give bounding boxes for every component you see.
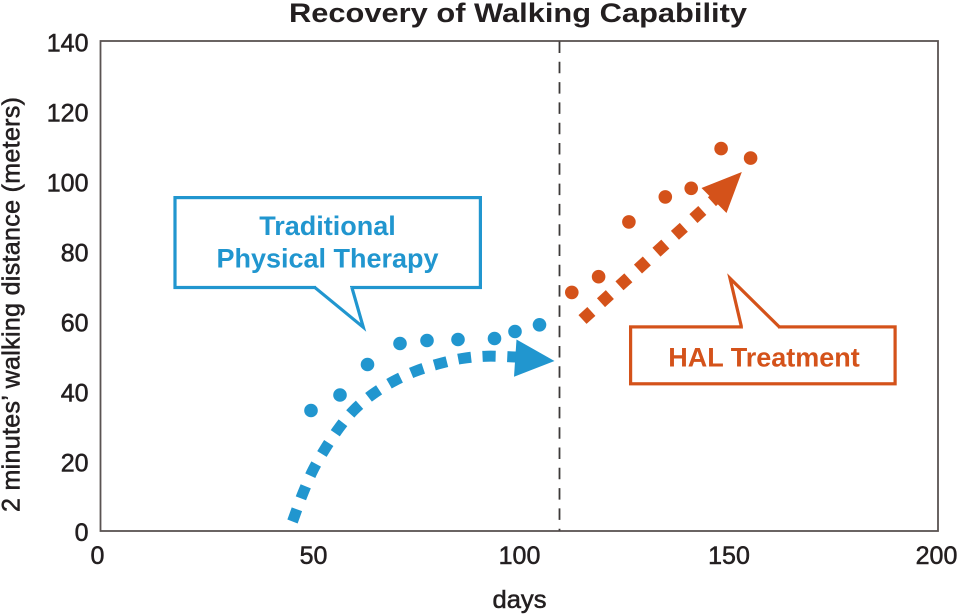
svg-text:150: 150 (708, 542, 750, 570)
svg-text:0: 0 (91, 542, 105, 570)
svg-text:200: 200 (916, 542, 958, 570)
svg-text:20: 20 (61, 450, 89, 478)
svg-text:120: 120 (47, 100, 89, 128)
svg-text:50: 50 (300, 542, 328, 570)
svg-text:40: 40 (61, 380, 89, 408)
svg-text:80: 80 (61, 240, 89, 268)
svg-text:2 minutes’ walking distance (m: 2 minutes’ walking distance (meters) (0, 97, 26, 512)
svg-text:100: 100 (47, 170, 89, 198)
svg-text:Physical Therapy: Physical Therapy (216, 244, 438, 274)
svg-text:Traditional: Traditional (259, 211, 396, 241)
svg-text:100: 100 (499, 542, 541, 570)
svg-text:60: 60 (61, 310, 89, 338)
svg-text:HAL Treatment: HAL Treatment (668, 343, 860, 373)
svg-text:days: days (493, 586, 547, 614)
svg-text:Recovery of Walking Capability: Recovery of Walking Capability (289, 0, 747, 28)
svg-text:140: 140 (47, 30, 89, 58)
svg-text:0: 0 (75, 519, 89, 547)
